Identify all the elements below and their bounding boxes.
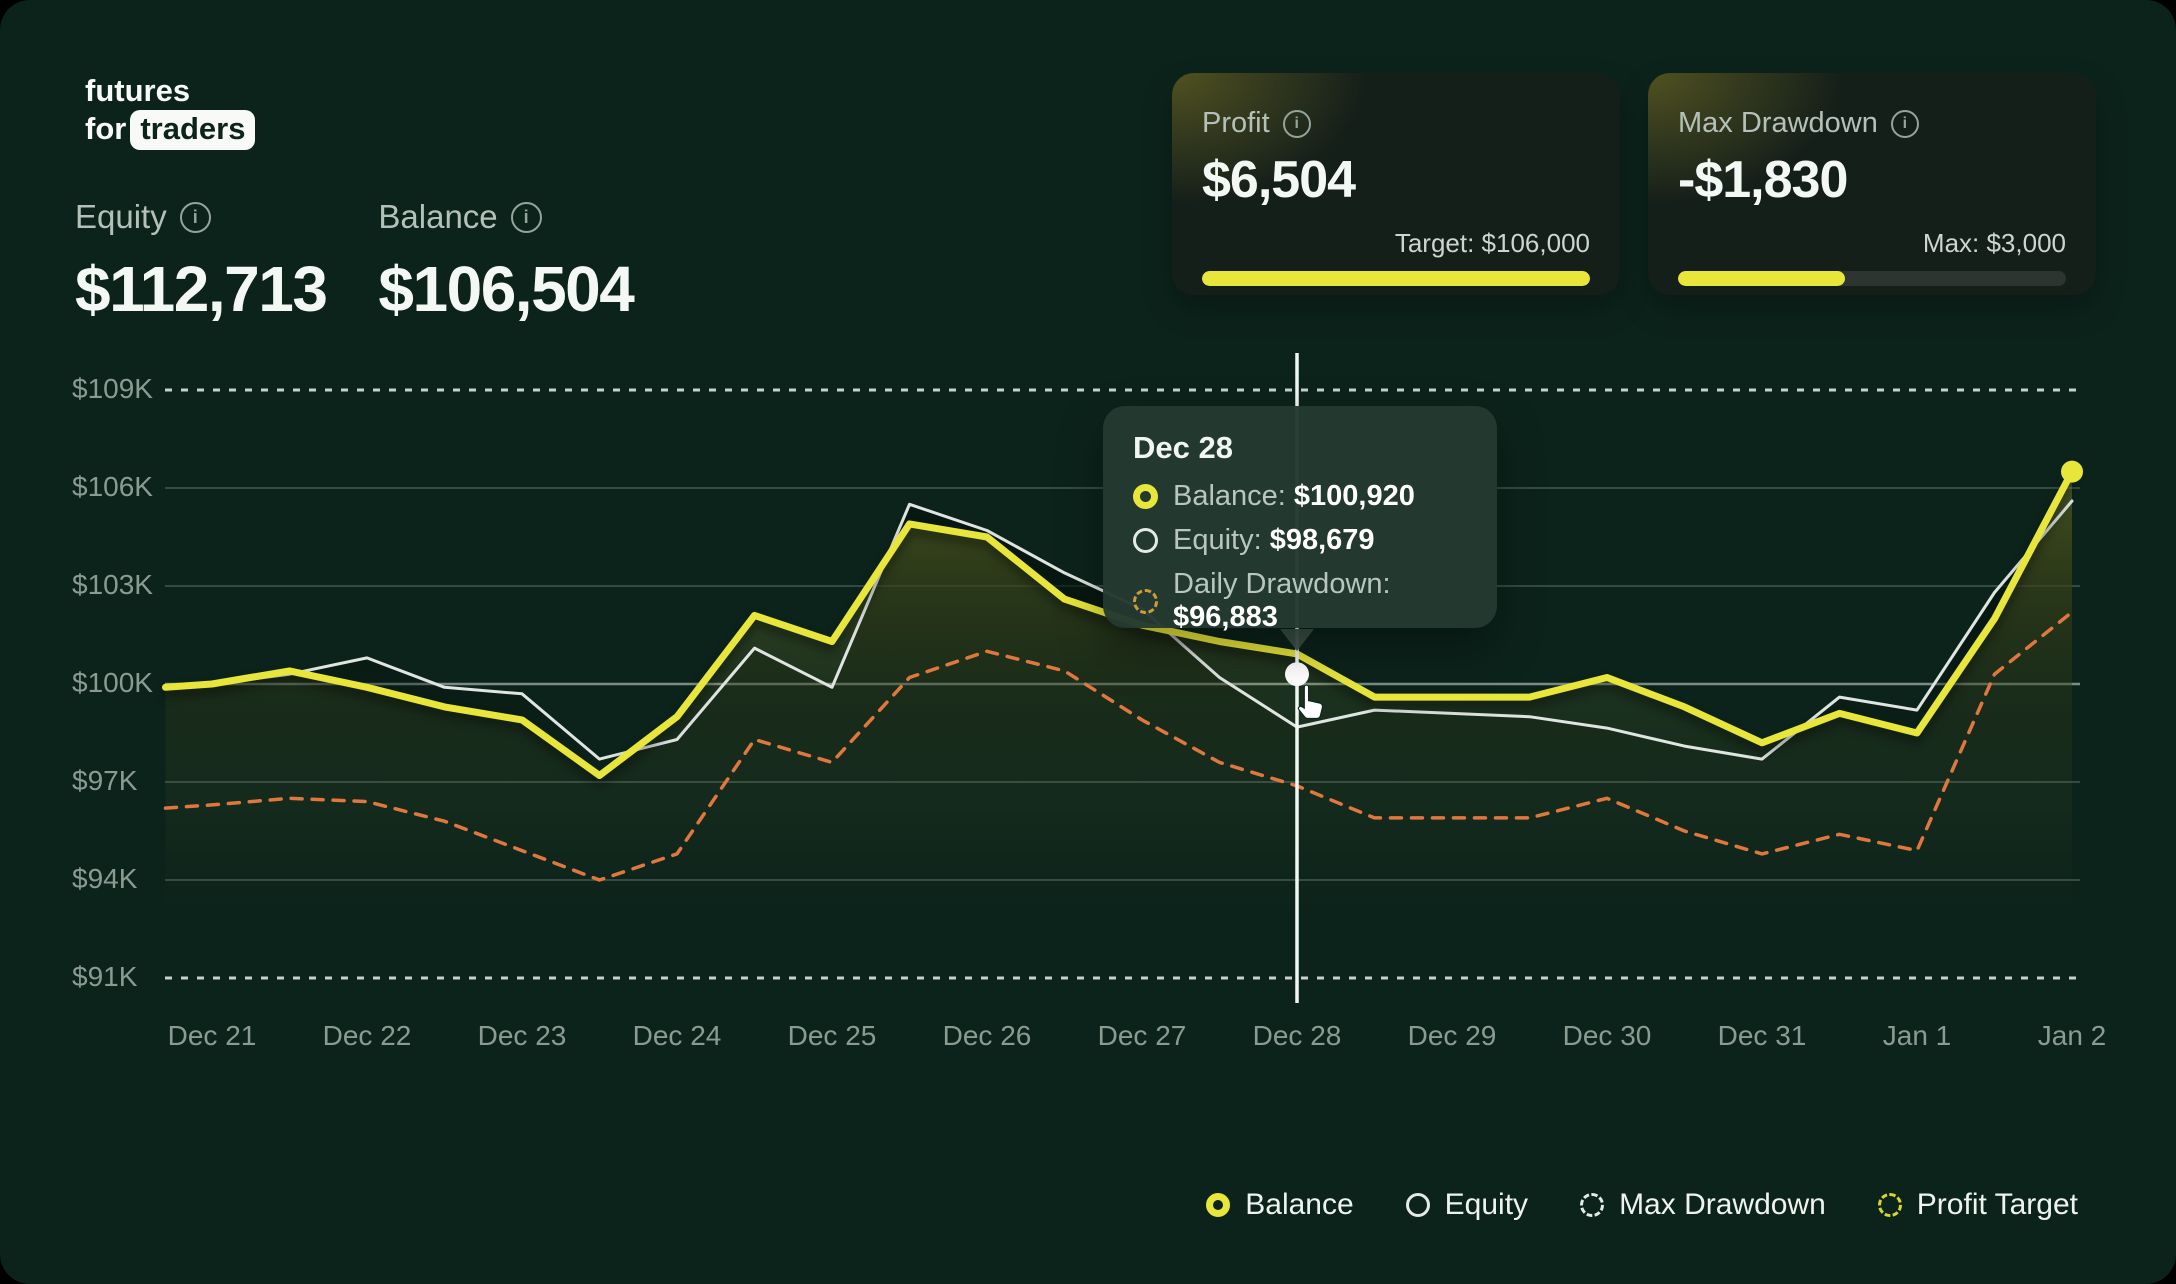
profit-label-row: Profit i xyxy=(1202,107,1590,140)
balance-info-icon[interactable]: i xyxy=(510,201,542,233)
x-axis-label: Jan 2 xyxy=(2037,1020,2107,1051)
profit-value: $6,504 xyxy=(1202,151,1356,209)
equity-stat: Equity i $112,713 xyxy=(75,198,328,326)
equity-label: Equity xyxy=(75,198,167,235)
tooltip-row-label: Equity: $98,679 xyxy=(1173,524,1375,556)
max-drawdown-info-icon[interactable]: i xyxy=(1890,109,1919,138)
balance-label-row: Balance i xyxy=(378,198,633,236)
max-drawdown-progress-bar xyxy=(1678,271,2066,286)
tooltip-row-value: $100,920 xyxy=(1293,480,1415,512)
chart-tooltip: Dec 28 Balance: $100,920 Equity: $98,679 D… xyxy=(1103,406,1497,633)
y-axis-label: $103K xyxy=(72,568,153,600)
equity-label-row: Equity i xyxy=(75,198,326,236)
max-drawdown-max-text: Max: $3,000 xyxy=(1922,228,2066,258)
balance-ring-icon xyxy=(1133,484,1158,509)
profit-progress-bar xyxy=(1202,271,1590,286)
x-axis-label: Dec 24 xyxy=(632,1020,722,1051)
y-axis-label: $106K xyxy=(72,470,153,502)
series-line-daily-drawdown xyxy=(163,610,2074,882)
tooltip-rows: Balance: $100,920 Equity: $98,679 Daily Dr… xyxy=(1133,480,1467,634)
legend-item-label: Equity xyxy=(1444,1188,1529,1221)
max-drawdown-ring-icon xyxy=(1580,1193,1605,1217)
daily-drawdown-ring-icon xyxy=(1133,588,1158,614)
logo: futures for traders xyxy=(85,72,256,150)
max-drawdown-card: Max Drawdown i -$1,830 Max: $3,000 xyxy=(1648,73,2096,295)
y-axis-label: $94K xyxy=(72,863,138,895)
x-axis-label: Dec 30 xyxy=(1562,1020,1652,1051)
profit-progress-fill xyxy=(1202,271,1590,286)
max-drawdown-progress-fill xyxy=(1678,271,1845,286)
x-axis-label: Dec 27 xyxy=(1097,1020,1187,1051)
x-axis-label: Dec 26 xyxy=(942,1020,1032,1051)
x-axis-label: Jan 1 xyxy=(1882,1020,1952,1051)
chart-legend: Balance Equity Max Drawdown Profit Target xyxy=(1206,1188,2078,1222)
tooltip-row: Daily Drawdown: $96,883 xyxy=(1133,568,1467,634)
x-axis-label: Dec 25 xyxy=(787,1020,877,1051)
profit-label: Profit xyxy=(1202,107,1270,139)
x-axis-label: Dec 23 xyxy=(477,1020,567,1051)
profit-target-text: Target: $106,000 xyxy=(1394,228,1590,258)
logo-line1: futures xyxy=(85,73,191,108)
x-axis-label: Dec 31 xyxy=(1717,1020,1807,1051)
y-axis-label: $91K xyxy=(72,961,138,993)
legend-item-label: Balance xyxy=(1245,1188,1354,1221)
balance-label: Balance xyxy=(378,198,498,235)
balance-stat: Balance i $106,504 xyxy=(378,198,634,326)
tooltip-row: Equity: $98,679 xyxy=(1133,524,1467,557)
profit-info-icon[interactable]: i xyxy=(1282,109,1311,138)
balance-ring-icon xyxy=(1206,1193,1231,1217)
tooltip-row-value: $98,679 xyxy=(1269,524,1375,556)
account-stats: Equity i $112,713 Balance i $106,504 xyxy=(75,198,635,326)
profit-card: Profit i $6,504 Target: $106,000 xyxy=(1172,73,1620,295)
legend-item-profit-target[interactable]: Profit Target xyxy=(1877,1188,2078,1222)
logo-line2: for traders xyxy=(85,110,256,150)
area-fills xyxy=(165,471,2072,978)
tooltip-row-label: Balance: $100,920 xyxy=(1173,480,1415,512)
legend-item-label: Max Drawdown xyxy=(1619,1188,1826,1221)
tooltip-row-label: Daily Drawdown: $96,883 xyxy=(1173,568,1391,633)
hand-cursor-icon xyxy=(1297,684,1324,719)
tooltip-pointer-triangle xyxy=(1280,629,1314,651)
max-drawdown-label-row: Max Drawdown i xyxy=(1678,107,2066,140)
equity-info-icon[interactable]: i xyxy=(179,201,211,233)
max-drawdown-value: -$1,830 xyxy=(1678,151,1848,209)
x-axis-label: Dec 21 xyxy=(167,1020,257,1051)
balance-endpoint-marker xyxy=(2061,460,2083,483)
x-axis-label: Dec 22 xyxy=(322,1020,412,1051)
legend-item-label: Profit Target xyxy=(1916,1188,2078,1221)
cursor-dot xyxy=(1285,662,1309,687)
legend-item-equity[interactable]: Equity xyxy=(1405,1188,1529,1222)
profit-target-ring-icon xyxy=(1877,1193,1902,1217)
tooltip-date: Dec 28 xyxy=(1133,430,1233,465)
tooltip-row: Balance: $100,920 xyxy=(1133,480,1467,513)
area-fill-balance xyxy=(165,471,2072,978)
max-drawdown-label: Max Drawdown xyxy=(1678,107,1878,139)
tooltip-row-value: $96,883 xyxy=(1173,601,1278,633)
equity-ring-icon xyxy=(1405,1193,1430,1217)
equity-value: $112,713 xyxy=(75,253,328,325)
y-axis-label: $100K xyxy=(72,667,153,698)
balance-value: $106,504 xyxy=(378,253,634,325)
x-axis-label: Dec 28 xyxy=(1252,1020,1342,1051)
legend-item-max-drawdown[interactable]: Max Drawdown xyxy=(1580,1188,1826,1222)
x-axis-label: Dec 29 xyxy=(1407,1020,1497,1051)
logo-badge: traders xyxy=(130,110,256,150)
legend-item-balance[interactable]: Balance xyxy=(1206,1188,1354,1222)
y-axis-label: $97K xyxy=(72,765,138,796)
y-axis-label: $109K xyxy=(72,372,153,404)
equity-ring-icon xyxy=(1133,528,1158,553)
